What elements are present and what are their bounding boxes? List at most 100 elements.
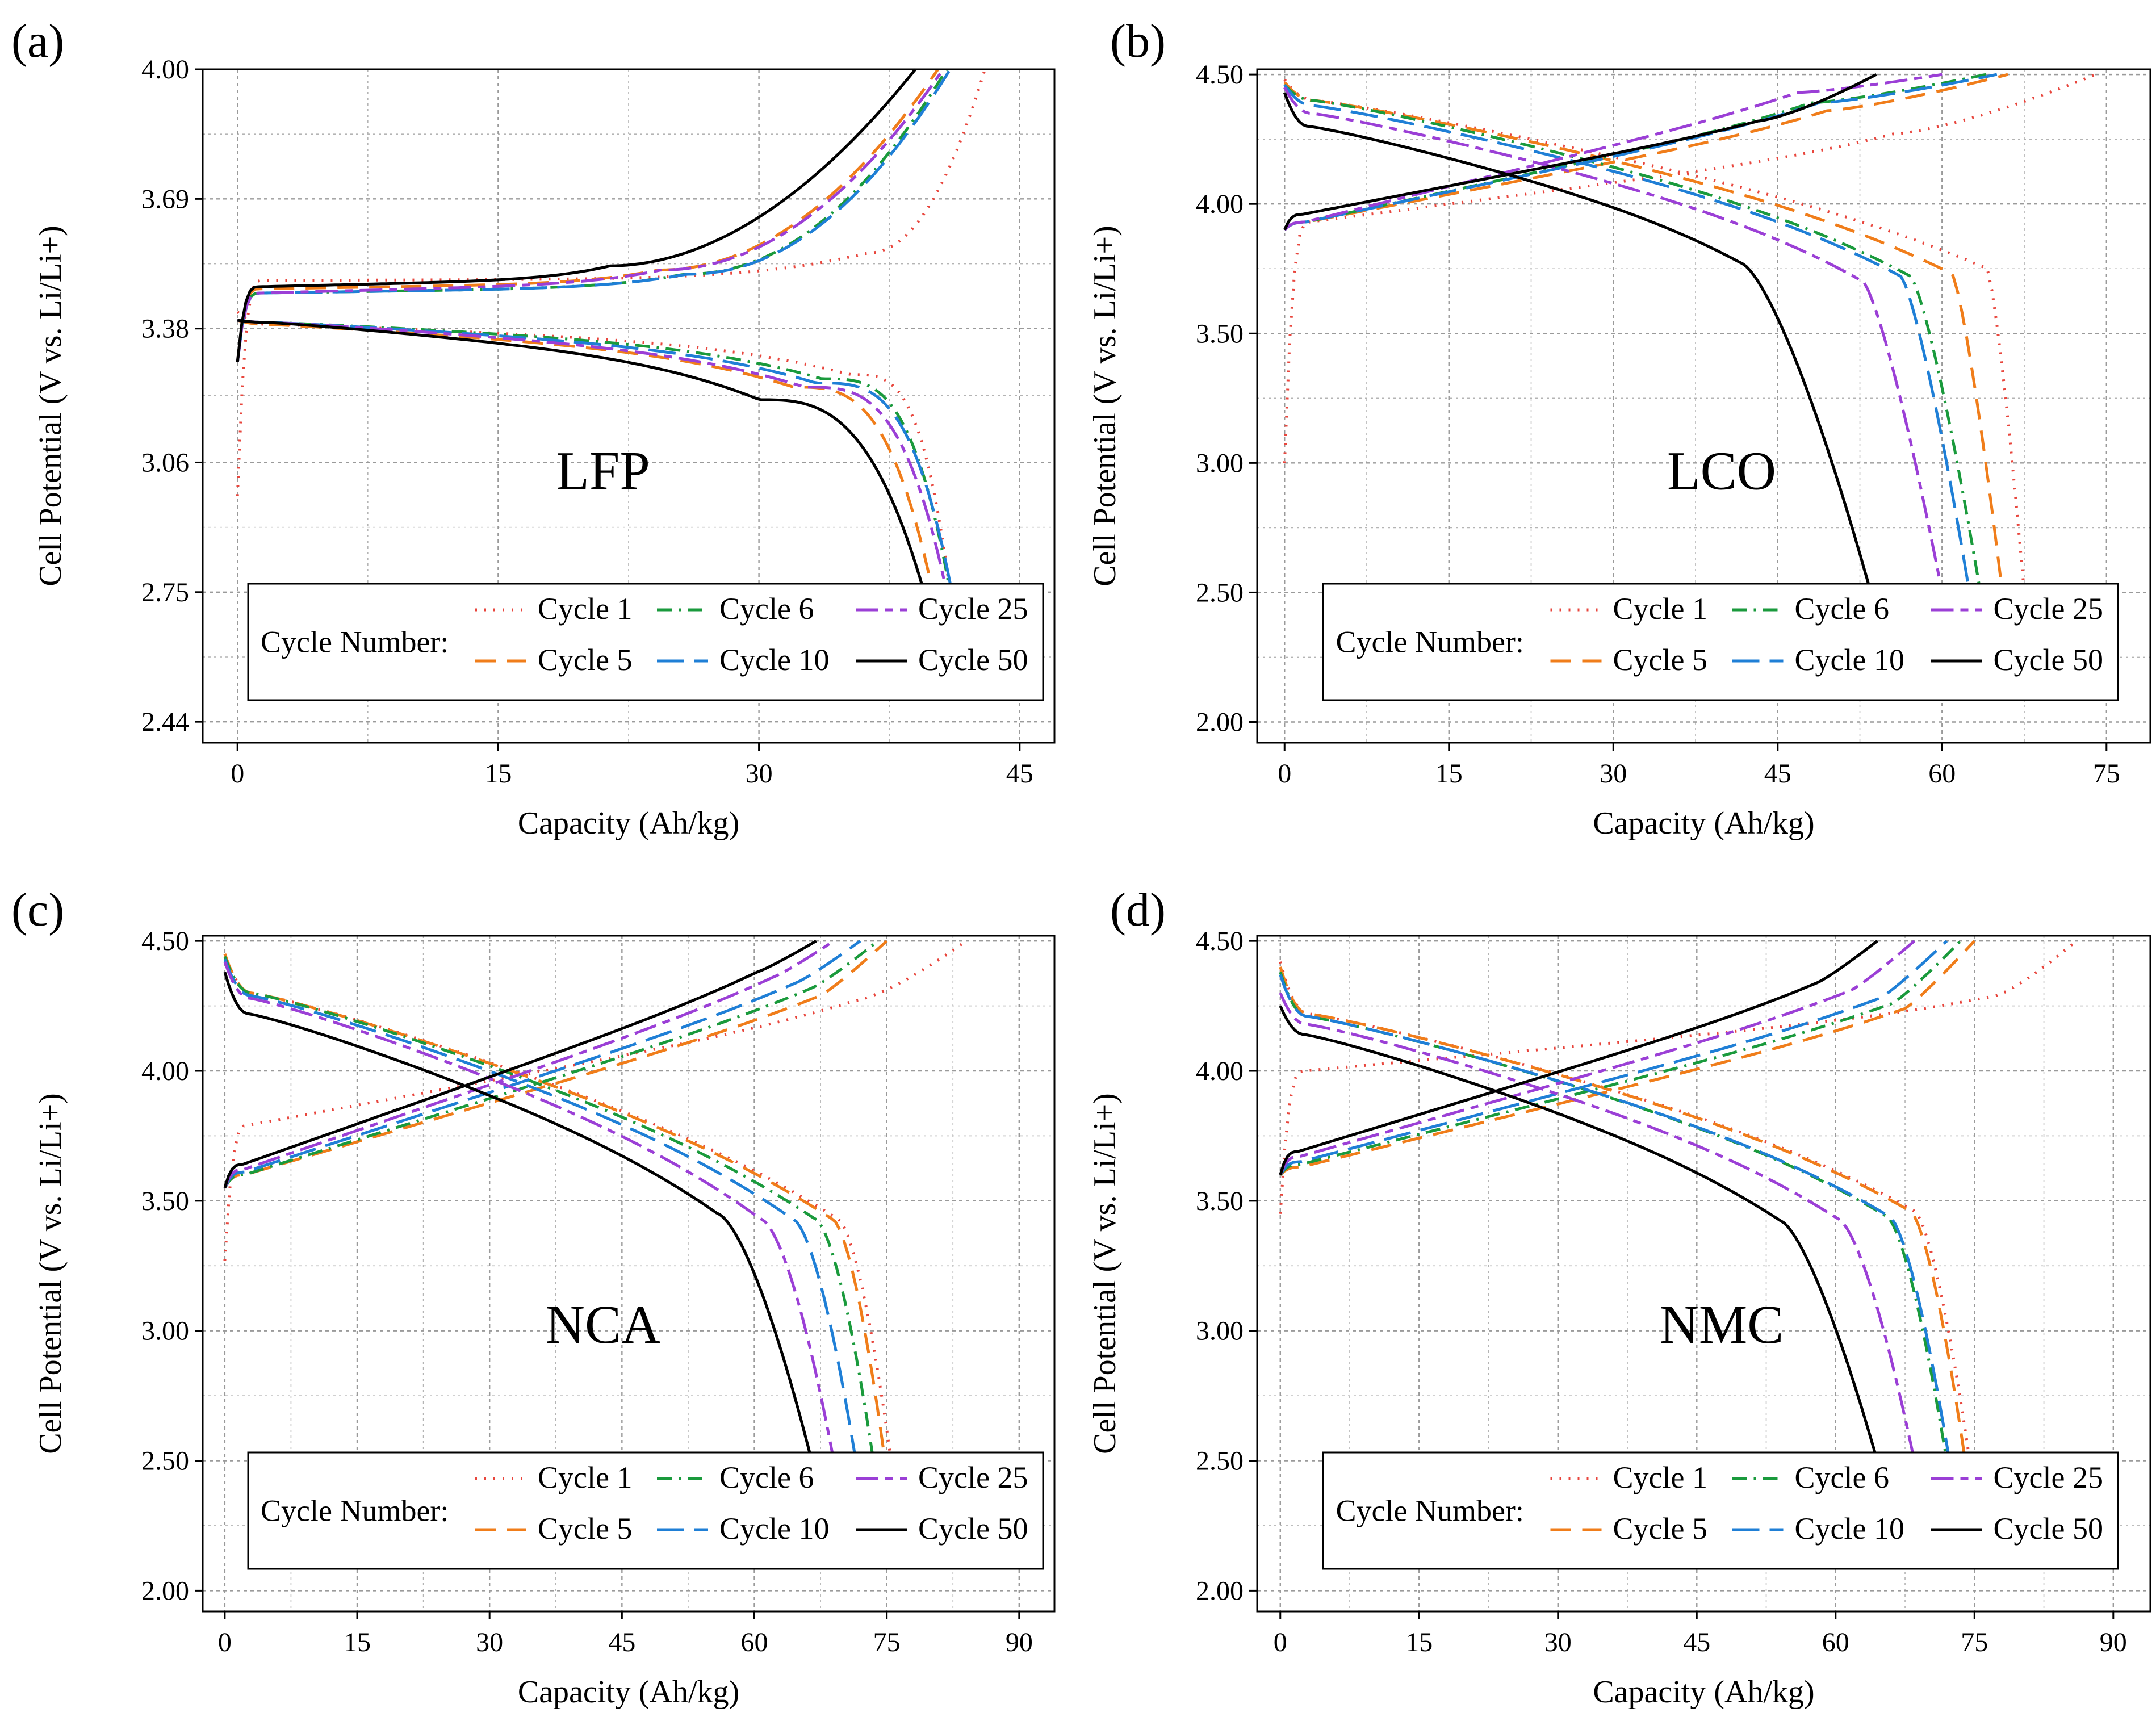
y-tick-label: 3.50	[141, 1186, 189, 1216]
y-tick-label: 3.06	[141, 447, 189, 478]
y-axis-label: Cell Potential (V vs. Li/Li+)	[1087, 225, 1123, 587]
legend-title: Cycle Number:	[261, 1494, 449, 1528]
x-tick-label: 45	[608, 1627, 635, 1657]
legend-title: Cycle Number:	[261, 625, 449, 659]
legend-label: Cycle 1	[1613, 1460, 1707, 1494]
plot-frame	[202, 935, 1056, 1613]
plot-frame	[1256, 935, 2151, 1613]
legend-label: Cycle 6	[1795, 592, 1889, 626]
curve-cycle-50-charge	[236, 68, 917, 362]
panel-lco: (b) 0 15 30 45 60 75 2.00 2.50 3.00 3.50 4.00 4.50 Ca…	[1087, 15, 2151, 841]
legend-label: Cycle 10	[719, 643, 829, 677]
legend-label: Cycle 5	[538, 643, 632, 677]
y-tick-label: 2.75	[141, 577, 189, 608]
curve-cycle-6-charge	[236, 68, 948, 363]
legend-label: Cycle 6	[1795, 1460, 1889, 1494]
y-tick-label: 2.50	[1196, 1446, 1244, 1476]
y-tick-label: 4.00	[141, 55, 189, 85]
y-tick-label: 4.00	[141, 1056, 189, 1086]
y-tick-label: 4.50	[141, 926, 189, 956]
x-tick-label: 30	[746, 759, 773, 789]
panel-letter: (b)	[1110, 15, 1166, 68]
y-tick-label: 3.00	[1196, 448, 1244, 478]
x-tick-label: 0	[1278, 759, 1291, 789]
plot-frame	[1256, 68, 2151, 744]
y-tick-label: 2.00	[1196, 707, 1244, 738]
legend-label: Cycle 25	[1994, 1460, 2103, 1494]
curve-cycle-10-discharge	[1283, 83, 1971, 593]
x-tick-label: 60	[741, 1627, 768, 1657]
y-tick-label: 3.50	[1196, 1186, 1244, 1216]
x-tick-label: 75	[1961, 1627, 1988, 1657]
legend-label: Cycle 6	[719, 592, 814, 626]
x-tick-label: 45	[1764, 759, 1791, 789]
chemistry-label: NMC	[1660, 1294, 1784, 1355]
curve-cycle-10-charge	[1279, 940, 1948, 1176]
curve-cycle-6-discharge	[1279, 972, 1948, 1461]
legend-box	[247, 1451, 1044, 1570]
legend-label: Cycle 1	[538, 592, 632, 626]
y-tick-label: 3.00	[141, 1316, 189, 1346]
x-tick-label: 15	[344, 1627, 371, 1657]
curve-cycle-10-charge	[1283, 73, 1998, 231]
x-tick-label: 15	[484, 759, 512, 789]
x-tick-label: 0	[1274, 1627, 1287, 1657]
legend: Cycle Number: Cycle 1 Cycle 5 Cycle 6 Cycle …	[1322, 583, 2119, 701]
y-tick-label: 4.00	[1196, 189, 1244, 219]
legend-label: Cycle 50	[1994, 643, 2103, 677]
legend-label: Cycle 5	[538, 1512, 632, 1546]
y-tick-label: 4.50	[1196, 60, 1244, 90]
y-tick-label: 2.00	[141, 1576, 189, 1606]
curve-cycle-50-discharge	[1283, 92, 1873, 593]
curve-cycle-5-discharge	[223, 953, 887, 1461]
curve-cycle-25-discharge	[223, 961, 835, 1461]
y-tick-label: 4.50	[1196, 926, 1244, 956]
x-axis-label: Capacity (Ah/kg)	[1593, 806, 1814, 841]
x-tick-label: 0	[218, 1627, 232, 1657]
legend-label: Cycle 10	[719, 1512, 829, 1546]
y-tick-label: 2.50	[141, 1446, 189, 1476]
legend-label: Cycle 10	[1795, 643, 1904, 677]
curve-cycle-50-charge	[1279, 940, 1878, 1175]
legend: Cycle Number: Cycle 1 Cycle 5 Cycle 6 Cycle …	[247, 583, 1044, 701]
y-tick-label: 3.69	[141, 184, 189, 214]
legend-box	[247, 583, 1044, 701]
curve-cycle-1-discharge	[1283, 78, 2026, 593]
legend-label: Cycle 6	[719, 1460, 814, 1494]
x-tick-label: 60	[1822, 1627, 1849, 1657]
x-tick-label: 45	[1683, 1627, 1710, 1657]
legend-label: Cycle 50	[918, 1512, 1028, 1546]
x-tick-label: 75	[2093, 759, 2120, 789]
legend-box	[1322, 583, 2119, 701]
y-tick-label: 2.00	[1196, 1576, 1244, 1606]
plot-frame	[202, 68, 1056, 744]
curve-cycle-6-charge	[1279, 940, 1962, 1176]
curve-cycle-25-discharge	[237, 319, 948, 593]
legend-label: Cycle 1	[538, 1460, 632, 1494]
y-tick-label: 2.44	[141, 707, 189, 737]
curve-cycle-25-charge	[1283, 73, 1943, 231]
curves	[223, 940, 968, 1462]
curve-cycle-1-discharge	[236, 311, 952, 593]
legend-label: Cycle 50	[918, 643, 1028, 677]
y-axis-label: Cell Potential (V vs. Li/Li+)	[33, 225, 68, 587]
curve-cycle-6-discharge	[1283, 83, 1982, 593]
panel-letter: (d)	[1110, 884, 1166, 936]
curve-cycle-6-charge	[223, 940, 879, 1189]
panel-nca: (c) 0 15 30 45 60 75 90 2.00 2.50 3.00 3.50 4.00 4.50…	[11, 884, 1056, 1710]
curve-cycle-1-discharge	[1279, 961, 1971, 1461]
curve-cycle-5-discharge	[1279, 966, 1967, 1461]
x-tick-label: 45	[1006, 759, 1033, 789]
curve-cycle-5-discharge	[1283, 81, 2004, 593]
y-axis-label: Cell Potential (V vs. Li/Li+)	[33, 1093, 68, 1454]
y-axis-label: Cell Potential (V vs. Li/Li+)	[1087, 1093, 1123, 1454]
legend-title: Cycle Number:	[1336, 625, 1524, 659]
curve-cycle-25-charge	[223, 940, 835, 1188]
x-tick-label: 15	[1435, 759, 1463, 789]
x-tick-label: 30	[1544, 1627, 1572, 1657]
legend-label: Cycle 50	[1994, 1512, 2103, 1546]
panel-letter: (c)	[11, 884, 64, 936]
y-tick-label: 3.38	[141, 314, 189, 344]
x-axis-label: Capacity (Ah/kg)	[1593, 1674, 1814, 1710]
